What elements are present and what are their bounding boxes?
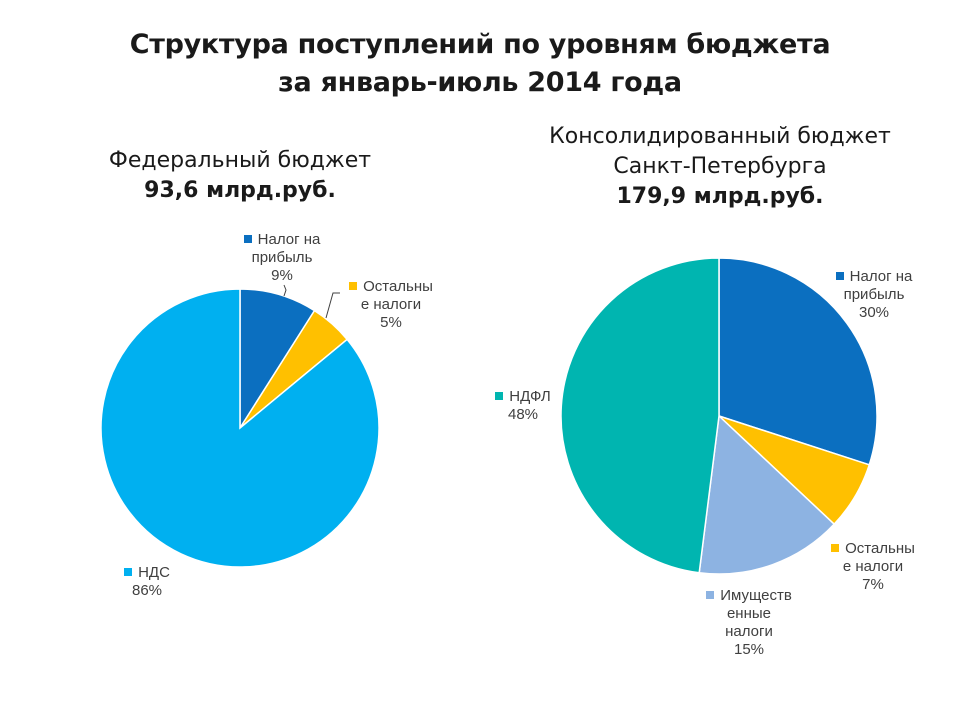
label-percent: 5% — [380, 314, 402, 331]
federal-label-vat: НДС 86% — [112, 564, 182, 600]
label-line: Налог на — [849, 268, 913, 285]
label-percent: 9% — [271, 267, 293, 284]
label-line: прибыль — [251, 249, 313, 266]
label-line: прибыль — [843, 286, 905, 303]
legend-swatch — [706, 591, 715, 599]
spb-chart-title-line-1: Консолидированный бюджет — [549, 124, 891, 149]
label-line: Остальны — [845, 540, 915, 557]
spb-label-profit-tax: Налог на прибыль 30% — [814, 268, 934, 322]
spb-label-other-taxes: Остальны е налоги 7% — [818, 540, 928, 594]
main-title-line-2: за январь-июль 2014 года — [278, 67, 682, 98]
label-line: Налог на — [257, 231, 321, 248]
legend-swatch — [243, 235, 252, 243]
label-percent: 30% — [858, 304, 890, 321]
federal-label-other-taxes: Остальны е налоги 5% — [336, 278, 446, 332]
label-percent: 7% — [862, 576, 884, 593]
spb-label-ndfl: НДФЛ 48% — [478, 388, 568, 424]
spb-label-property-taxes: Имуществ енные налоги 15% — [684, 587, 814, 659]
spb-chart-heading: Консолидированный бюджет Санкт-Петербург… — [520, 122, 920, 212]
legend-swatch — [495, 392, 504, 400]
spb-slice-3 — [560, 257, 720, 574]
label-percent: 15% — [733, 641, 765, 658]
label-line: Остальны — [363, 278, 433, 295]
legend-swatch — [835, 272, 844, 280]
spb-slice-0 — [718, 257, 878, 466]
label-line: Имуществ — [720, 587, 792, 604]
legend-swatch — [124, 568, 133, 576]
spb-chart-total: 179,9 млрд.руб. — [616, 184, 824, 209]
legend-swatch — [831, 544, 840, 552]
federal-chart-title: Федеральный бюджет — [108, 148, 372, 173]
federal-label-profit-tax: Налог на прибыль 9% — [222, 231, 342, 285]
spb-chart-title-line-2: Санкт-Петербурга — [613, 154, 827, 179]
federal-chart-total: 93,6 млрд.руб. — [144, 178, 336, 203]
label-percent: 48% — [507, 406, 539, 423]
federal-slice-2 — [100, 288, 380, 568]
legend-swatch — [349, 282, 358, 290]
label-line: НДФЛ — [509, 388, 551, 405]
federal-leader-other-taxes — [325, 292, 340, 319]
spb-slice-2 — [698, 414, 836, 575]
main-title: Структура поступлений по уровням бюджета… — [0, 26, 960, 102]
federal-leader-profit-tax — [283, 284, 287, 297]
label-line: е налоги — [842, 558, 904, 575]
label-line: енные — [726, 605, 772, 622]
federal-chart-heading: Федеральный бюджет 93,6 млрд.руб. — [70, 146, 410, 206]
federal-slice-0 — [239, 288, 316, 431]
label-percent: 86% — [131, 582, 163, 599]
label-line: налоги — [725, 623, 773, 640]
label-line: НДС — [138, 564, 170, 581]
main-title-line-1: Структура поступлений по уровням бюджета — [129, 29, 831, 60]
label-line: е налоги — [360, 296, 422, 313]
